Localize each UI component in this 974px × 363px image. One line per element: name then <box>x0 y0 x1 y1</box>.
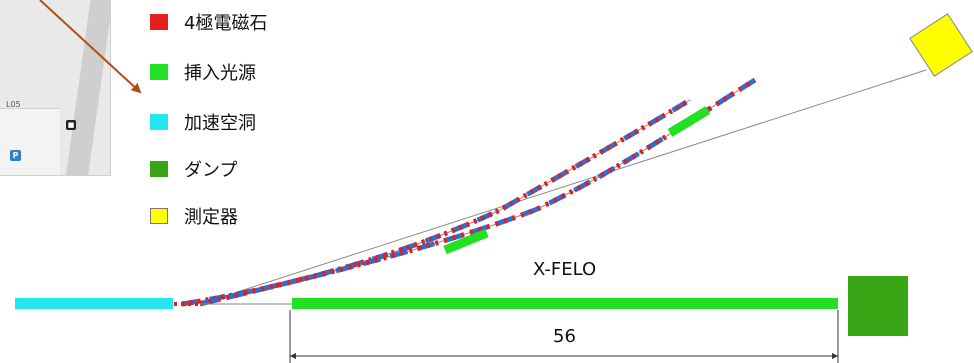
detector <box>910 14 972 76</box>
x-felo-undulator <box>292 298 838 309</box>
beamline-label: X-FELO <box>533 259 596 280</box>
insertion-device-inner <box>445 233 487 250</box>
accelerating-cavity <box>15 298 173 309</box>
outer-beam-path <box>182 100 690 304</box>
insertion-device-outer <box>670 110 708 133</box>
dimension-arrow-left <box>290 353 296 359</box>
pointer-arrow <box>40 0 140 92</box>
dimension-label: 56 <box>553 326 576 347</box>
beam-dump <box>848 276 908 336</box>
quadrupole-magnets-outer <box>182 100 690 304</box>
dimension-arrow-right <box>832 353 838 359</box>
dipole-magnets-outer <box>182 100 690 304</box>
